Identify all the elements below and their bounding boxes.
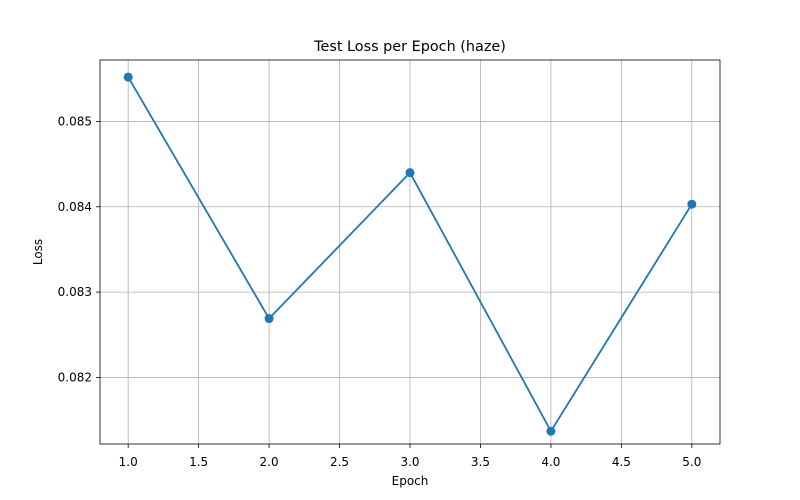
series-layer	[123, 72, 697, 436]
x-tick-label: 3.0	[400, 455, 419, 469]
data-point	[405, 168, 415, 178]
y-tick-label: 0.083	[58, 285, 92, 299]
y-tick-label: 0.084	[58, 200, 92, 214]
x-tick-label: 1.5	[189, 455, 208, 469]
x-tick-label: 2.5	[330, 455, 349, 469]
data-point	[264, 314, 274, 324]
x-tick-label: 4.5	[612, 455, 631, 469]
y-tick-label: 0.082	[58, 370, 92, 384]
x-tick-label: 5.0	[682, 455, 701, 469]
data-point	[123, 72, 133, 82]
data-point	[687, 199, 697, 209]
grid	[100, 60, 720, 444]
y-axis-ticks: 0.082 0.083 0.084 0.085	[58, 114, 100, 384]
x-tick-label: 1.0	[119, 455, 138, 469]
x-tick-label: 2.0	[260, 455, 279, 469]
chart-title: Test Loss per Epoch (haze)	[313, 39, 506, 55]
x-tick-label: 3.5	[471, 455, 490, 469]
x-axis-label: Epoch	[392, 474, 429, 488]
x-tick-label: 4.0	[541, 455, 560, 469]
y-tick-label: 0.085	[58, 114, 92, 128]
y-axis-label: Loss	[31, 239, 45, 265]
x-axis-ticks: 1.0 1.5 2.0 2.5 3.0 3.5 4.0 4.5 5.0	[119, 444, 701, 469]
data-point	[546, 426, 556, 436]
